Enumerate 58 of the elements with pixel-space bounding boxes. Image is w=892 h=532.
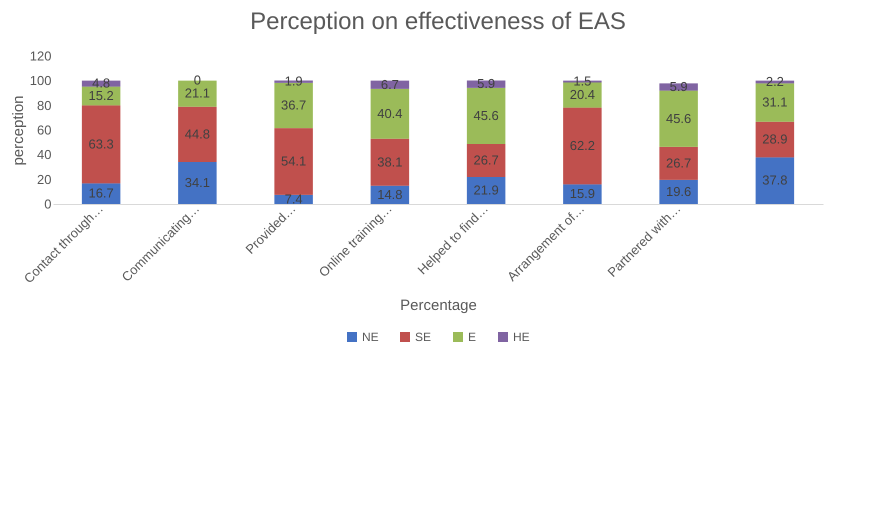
data-label: 19.6 [666,184,692,199]
data-label: 40.4 [377,106,403,121]
bar [466,176,506,204]
data-label: 31.1 [762,94,788,110]
data-label: 1.5 [573,74,592,89]
data-label: 1.9 [284,74,303,89]
data-label: 63.3 [88,136,114,152]
bar [178,162,217,204]
bar [756,157,794,204]
bar [274,128,313,195]
data-label: 2.2 [766,74,784,90]
x-axis-title: Percentage [400,297,477,314]
data-label: 44.8 [184,126,210,142]
y-axis-title: perception [10,95,27,166]
bar [563,108,602,184]
data-label: 45.6 [666,110,692,126]
y-tick-label: 20 [37,172,52,187]
data-label: 62.2 [570,138,596,154]
data-label: 45.6 [473,108,499,123]
data-label: 15.2 [88,88,114,103]
data-label: 6.7 [380,76,399,92]
data-label: 5.9 [670,79,688,94]
data-label: 7.4 [284,191,303,206]
bar [370,138,410,186]
data-label: 54.1 [280,154,306,169]
legend-label: E [468,330,476,344]
y-tick-label: 100 [30,73,52,88]
bar [82,105,120,184]
y-tick-label: 80 [37,98,52,113]
bar [466,144,506,177]
data-label: 38.1 [377,154,403,170]
chart-title: Perception on effectiveness of EAS [250,8,626,35]
legend-label: NE [362,330,379,344]
data-label: 15.9 [570,186,596,202]
bar [659,146,698,180]
data-label: 14.8 [377,186,403,202]
legend-label: HE [513,330,530,344]
legend-label: SE [415,330,432,344]
bar [466,88,506,144]
data-label: 26.7 [666,155,692,170]
data-label: 5.9 [477,76,496,92]
y-tick-label: 40 [37,147,52,162]
data-label: 34.1 [184,174,210,190]
y-tick-label: 60 [37,122,52,138]
bar [370,88,410,139]
data-label: 28.9 [762,132,788,147]
data-label: 16.7 [88,186,114,201]
data-label: 21.9 [473,182,499,198]
y-tick-label: 120 [30,48,52,64]
data-label: 21.1 [184,86,210,101]
data-label: 26.7 [473,152,499,168]
bar [659,90,698,147]
data-label: 20.4 [570,87,596,102]
y-tick-label: 0 [44,196,52,212]
bar [178,106,217,162]
data-label: 36.7 [280,98,306,113]
bar [756,122,794,158]
data-label: 37.8 [762,172,788,188]
